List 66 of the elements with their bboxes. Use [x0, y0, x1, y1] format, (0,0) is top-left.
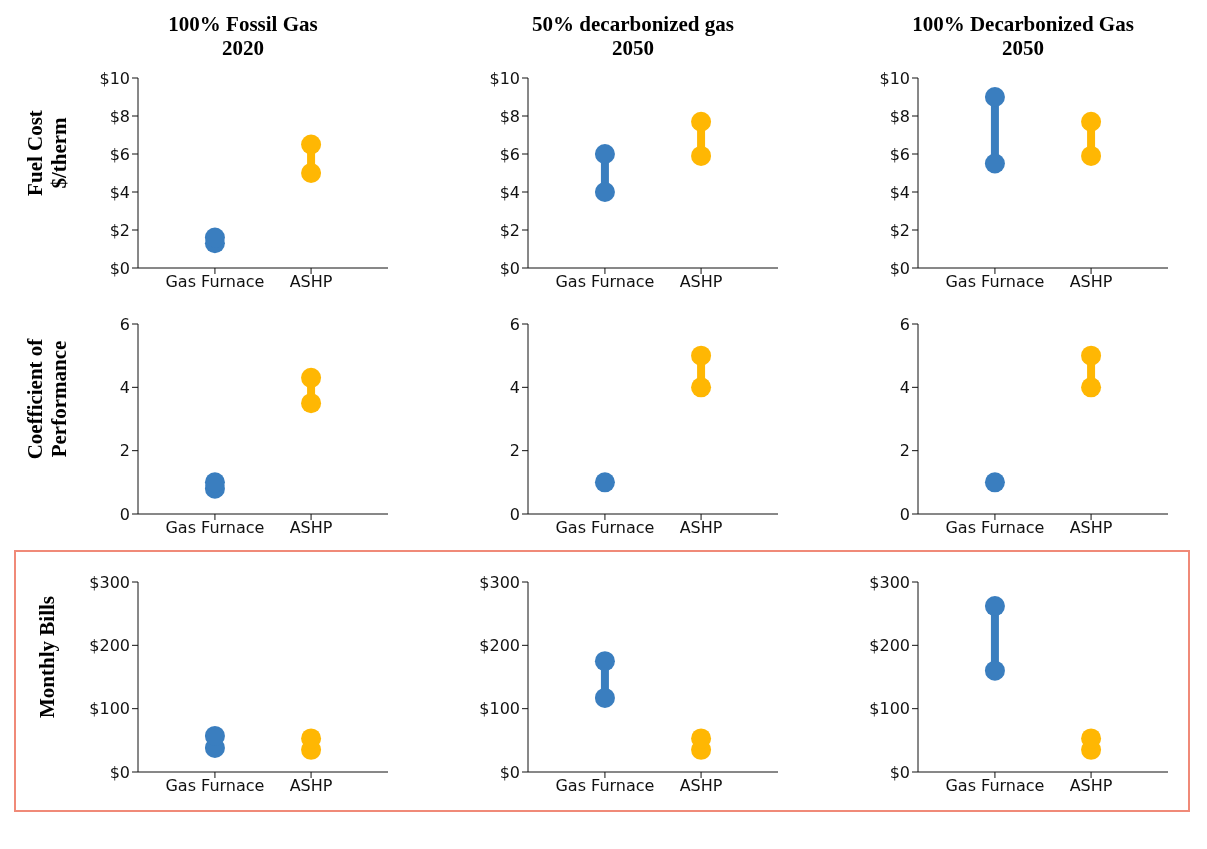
x-tick-label: ASHP	[1069, 518, 1113, 538]
y-tick-label: 2	[509, 441, 520, 461]
x-tick-label: ASHP	[679, 272, 723, 292]
y-tick-label: 4	[899, 378, 910, 398]
x-tick-label: Gas Furnace	[555, 776, 655, 796]
y-tick-label: $10	[489, 68, 520, 88]
y-tick-label: $300	[479, 572, 520, 592]
y-tick-label: $100	[89, 699, 130, 719]
y-tick-label: $10	[99, 68, 130, 88]
y-tick-label: $300	[869, 572, 910, 592]
x-tick-label: ASHP	[679, 776, 723, 796]
y-tick-label: 4	[119, 378, 130, 398]
y-axis-title: Monthly Bills	[35, 596, 59, 718]
y-tick-label: $6	[109, 144, 130, 164]
y-tick-label: 0	[899, 504, 910, 524]
y-tick-label: $100	[869, 699, 910, 719]
y-tick-label: $0	[889, 762, 910, 782]
y-tick-label: 6	[119, 314, 130, 334]
y-tick-label: $0	[499, 762, 520, 782]
y-tick-label: $8	[109, 106, 130, 126]
y-tick-label: $100	[479, 699, 520, 719]
y-tick-label: 6	[899, 314, 910, 334]
y-tick-label: $2	[499, 220, 520, 240]
y-tick-label: 0	[119, 504, 130, 524]
y-tick-label: $4	[889, 182, 910, 202]
chart-title: 100% Fossil Gas 2020	[167, 12, 319, 60]
y-tick-label: $6	[499, 144, 520, 164]
y-tick-label: $8	[499, 106, 520, 126]
x-tick-label: Gas Furnace	[555, 518, 655, 538]
chart-title: 100% Decarbonized Gas 2050	[911, 12, 1135, 60]
x-tick-label: Gas Furnace	[945, 518, 1045, 538]
y-tick-label: $8	[889, 106, 910, 126]
x-tick-label: ASHP	[289, 272, 333, 292]
x-tick-label: ASHP	[1069, 776, 1113, 796]
y-tick-label: $2	[889, 220, 910, 240]
y-tick-label: $6	[889, 144, 910, 164]
y-tick-label: 2	[119, 441, 130, 461]
y-tick-label: $0	[889, 258, 910, 278]
y-tick-label: $4	[109, 182, 130, 202]
y-tick-label: $200	[869, 636, 910, 656]
y-tick-label: 2	[899, 441, 910, 461]
x-tick-label: Gas Furnace	[165, 776, 265, 796]
x-tick-label: ASHP	[289, 518, 333, 538]
x-tick-label: Gas Furnace	[165, 272, 265, 292]
y-tick-label: 4	[509, 378, 520, 398]
y-tick-label: $0	[109, 762, 130, 782]
y-tick-label: $300	[89, 572, 130, 592]
x-tick-label: Gas Furnace	[165, 518, 265, 538]
y-tick-label: 6	[509, 314, 520, 334]
y-tick-label: $200	[479, 636, 520, 656]
y-tick-label: $4	[499, 182, 520, 202]
y-tick-label: $10	[879, 68, 910, 88]
y-axis-title: Fuel Cost $/therm	[23, 110, 71, 196]
y-tick-label: $2	[109, 220, 130, 240]
chart-title: 50% decarbonized gas 2050	[531, 12, 735, 60]
y-tick-label: 0	[509, 504, 520, 524]
y-axis-title: Coefficient of Performance	[23, 337, 71, 460]
x-tick-label: Gas Furnace	[945, 776, 1045, 796]
y-tick-label: $200	[89, 636, 130, 656]
x-tick-label: ASHP	[1069, 272, 1113, 292]
y-tick-label: $0	[109, 258, 130, 278]
x-tick-label: ASHP	[679, 518, 723, 538]
x-tick-label: Gas Furnace	[555, 272, 655, 292]
y-tick-label: $0	[499, 258, 520, 278]
x-tick-label: Gas Furnace	[945, 272, 1045, 292]
x-tick-label: ASHP	[289, 776, 333, 796]
